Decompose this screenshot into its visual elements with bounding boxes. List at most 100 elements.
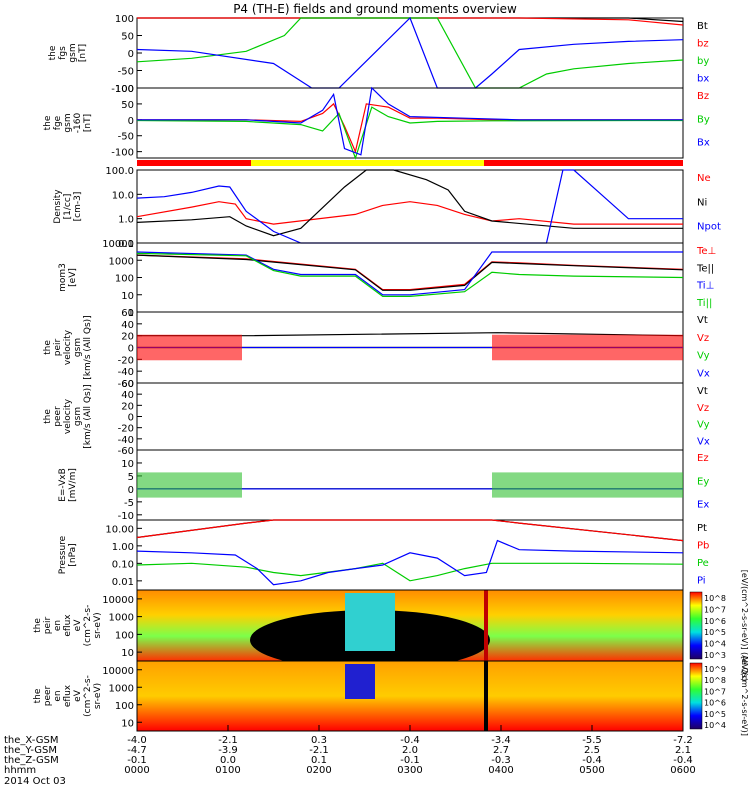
spectrogram-image (137, 661, 683, 731)
legend-entry: By (697, 114, 710, 125)
series-line (136, 562, 684, 582)
x-axis-value: 0400 (488, 765, 513, 776)
colorbar-label: [eV/(cm^2-s-sr-eV)] (All Qs) (740, 570, 749, 681)
y-axis-label: gsm (63, 113, 73, 132)
panel-frame (136, 382, 684, 451)
legend-entry: Ez (697, 453, 709, 464)
series-line (136, 254, 684, 291)
series-line (136, 17, 684, 89)
x-axis-value: 0.1 (311, 755, 327, 766)
y-axis-label: eflux (63, 684, 73, 707)
y-tick-label: -60 (118, 379, 134, 390)
x-axis-row-label: the_Y-GSM (4, 745, 57, 756)
y-tick-label: 50 (121, 100, 134, 111)
legend-entry: Npot (697, 222, 721, 233)
x-axis-row-label: the_X-GSM (4, 735, 58, 746)
series-line (136, 252, 684, 297)
noise-band (137, 334, 242, 361)
y-axis-label: peer (43, 685, 53, 706)
legend-entry: Bt (697, 21, 708, 32)
x-axis-value: -0.4 (673, 755, 693, 766)
y-axis-label: gsm (73, 338, 83, 357)
y-axis-label: peer (53, 406, 63, 427)
series-line (136, 519, 684, 542)
colorbar-tick-label: 10^4 (704, 640, 726, 649)
x-axis-value: -3.9 (218, 745, 238, 756)
x-axis-value: -0.4 (582, 755, 602, 766)
y-tick-label: 100 (115, 630, 134, 641)
x-axis-value: 2.1 (675, 745, 691, 756)
series-line (137, 102, 683, 154)
x-axis-value: -2.1 (218, 735, 238, 746)
x-axis-value: 2.7 (493, 745, 509, 756)
legend-entry: Ti|| (696, 298, 712, 309)
y-tick-label: 1000 (109, 613, 134, 624)
y-tick-label: 10.0 (112, 190, 134, 201)
y-axis-label: E=-VxB (58, 468, 68, 502)
series-line (136, 16, 684, 89)
x-axis-value: -2.1 (309, 745, 329, 756)
y-tick-label: -20 (118, 424, 134, 435)
y-axis-label: fge (53, 115, 63, 130)
y-tick-label: -10 (118, 511, 134, 522)
x-axis-row-label: the_Z-GSM (4, 755, 59, 766)
x-axis-value: -5.5 (582, 735, 602, 746)
y-tick-label: 1.0 (118, 215, 134, 226)
y-tick-label: 10 (121, 291, 134, 302)
legend-entry: Ni (697, 197, 707, 208)
colorbar-tick-label: 10^7 (704, 605, 726, 614)
legend-entry: Ex (697, 500, 709, 511)
y-tick-label: 100 (115, 84, 134, 95)
y-axis-label: [km/s (All Qs)] (83, 384, 93, 448)
y-axis-label: Density (53, 189, 63, 224)
x-axis-value: -0.1 (400, 755, 420, 766)
y-tick-label: 0.10 (112, 559, 134, 570)
x-axis-date: 2014 Oct 03 (4, 776, 66, 787)
y-axis-label: sr-eV) (93, 683, 103, 709)
x-axis-value: 0600 (670, 765, 695, 776)
colorbar-tick-label: 10^8 (704, 676, 726, 685)
colorbar-tick-label: 10^9 (704, 665, 726, 674)
y-tick-label: 10 (121, 718, 134, 729)
y-axis-label: peir (53, 338, 63, 356)
legend-entry: Vx (697, 436, 710, 447)
y-tick-label: 10000 (102, 666, 134, 677)
colorbar-tick-label: 10^5 (704, 710, 726, 719)
y-axis-label: the (48, 45, 58, 60)
y-axis-label: Pressure (58, 535, 68, 574)
x-axis-value: 2.0 (402, 745, 418, 756)
series-line (136, 539, 684, 586)
spectrogram-feature (345, 593, 395, 651)
y-axis-label: gsm (68, 43, 78, 62)
y-axis-label: the (33, 688, 43, 703)
colorbar-label: [eV/(cm^2-s-sr-eV)] (740, 656, 749, 736)
legend-entry: Vz (697, 333, 709, 344)
y-tick-label: -60 (118, 446, 134, 457)
legend-entry: Ey (697, 476, 709, 487)
chart-title: P4 (TH-E) fields and ground moments over… (233, 2, 517, 16)
series-line (136, 201, 683, 225)
y-tick-label: 100.0 (105, 166, 134, 177)
colorbar-tick-label: 10^6 (704, 699, 726, 708)
y-tick-label: 60 (121, 379, 134, 390)
y-axis-label: the (33, 618, 43, 633)
y-tick-label: 5 (128, 472, 134, 483)
y-axis-label: velocity (63, 329, 73, 365)
noise-band (492, 334, 683, 361)
legend-entry: Pi (697, 576, 706, 587)
colorbar-tick-label: 10^7 (704, 687, 726, 696)
legend-entry: Te⊥ (696, 246, 716, 257)
y-tick-label: 40 (121, 390, 134, 401)
legend-entry: Vt (697, 386, 708, 397)
panel-frame (136, 169, 684, 244)
colorbar-tick-label: 10^3 (704, 651, 726, 660)
y-axis-label: mom3 (58, 263, 68, 292)
legend-entry: bz (697, 39, 709, 50)
y-tick-label: -100 (111, 84, 134, 95)
y-tick-label: 0 (128, 485, 134, 496)
legend-entry: Bx (697, 138, 710, 149)
y-axis-label: [nT] (78, 44, 88, 62)
noise-band (137, 472, 242, 498)
mode-bar-segment (484, 160, 683, 166)
y-tick-label: 0.1 (118, 239, 134, 250)
